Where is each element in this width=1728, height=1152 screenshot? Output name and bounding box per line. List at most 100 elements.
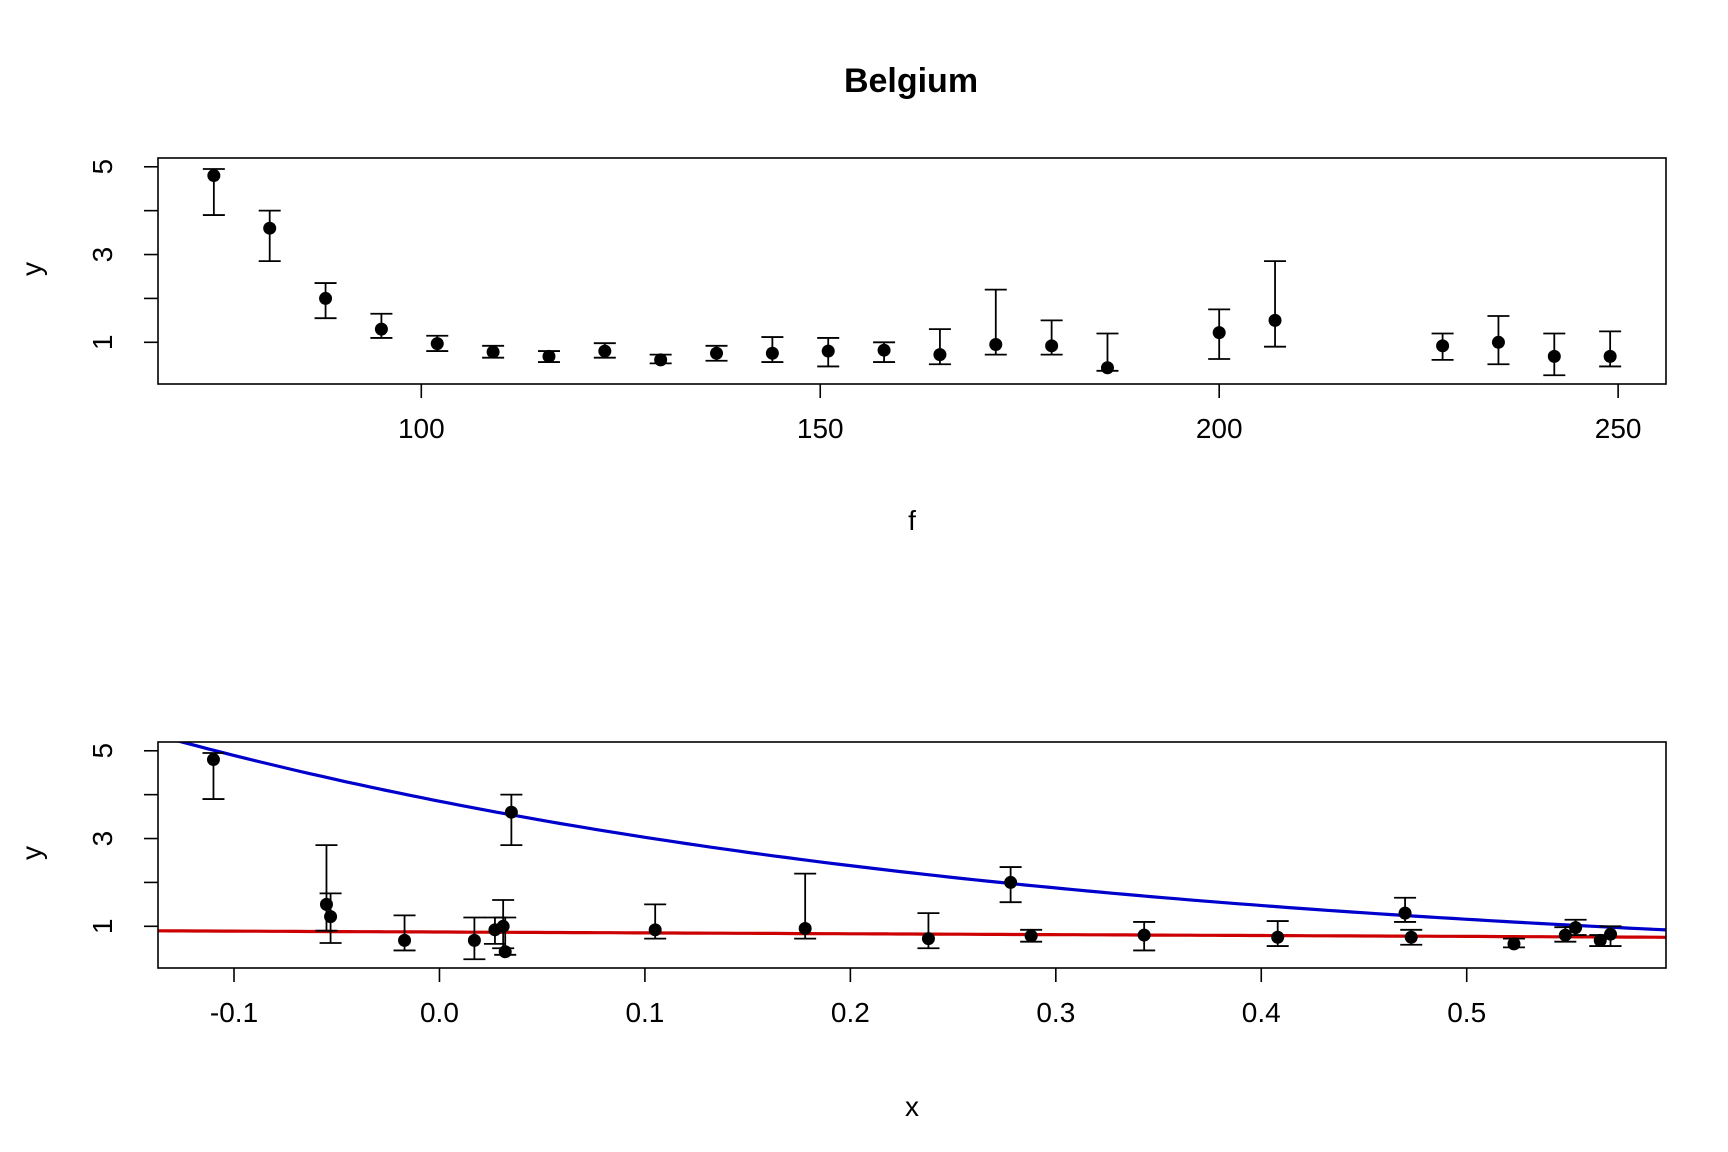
point-marker <box>654 353 668 367</box>
point-marker <box>504 805 518 819</box>
data-point <box>258 209 281 263</box>
y-tick-label: 3 <box>87 247 118 263</box>
point-marker <box>207 169 221 183</box>
data-point <box>315 844 338 932</box>
point-marker <box>263 221 277 235</box>
top-panel: Belgium f y 100 150 200 250 1 3 5 <box>16 62 1667 536</box>
data-point <box>984 288 1007 356</box>
top-plot-frame <box>157 157 1667 385</box>
point-marker <box>319 897 333 911</box>
point-marker <box>1271 930 1285 944</box>
data-point <box>492 899 515 950</box>
y-tick-label: 5 <box>87 743 118 759</box>
data-point <box>202 168 225 216</box>
point-marker <box>798 922 812 936</box>
data-point <box>463 916 486 961</box>
point-marker <box>933 348 947 362</box>
point-marker <box>498 945 512 959</box>
data-point <box>1020 928 1043 943</box>
top-x-axis-label: f <box>908 505 916 536</box>
point-marker <box>430 337 444 351</box>
x-tick-label: -0.1 <box>210 997 258 1028</box>
x-tick-label: 150 <box>797 413 844 444</box>
point-marker <box>1045 339 1059 353</box>
data-point <box>202 752 225 800</box>
bottom-y-ticks: 1 3 5 <box>87 743 158 934</box>
data-point <box>928 328 951 366</box>
point-marker <box>1398 906 1412 920</box>
point-marker <box>1100 361 1114 375</box>
data-point <box>1264 260 1287 348</box>
data-point <box>873 341 896 363</box>
y-tick-label: 1 <box>87 919 118 935</box>
bottom-curves <box>158 742 1666 939</box>
x-tick-label: 0.5 <box>1447 997 1486 1028</box>
data-point <box>1266 920 1289 947</box>
data-point <box>1040 319 1063 356</box>
chart-title: Belgium <box>844 62 978 100</box>
point-marker <box>989 338 1003 352</box>
point-marker <box>496 919 510 933</box>
data-point <box>705 344 728 362</box>
bottom-data-points <box>202 752 1622 961</box>
point-marker <box>1004 875 1018 889</box>
data-point <box>649 353 672 367</box>
point-marker <box>1212 326 1226 340</box>
bottom-panel: x y -0.1 0.0 0.1 0.2 0.3 0.4 0.5 1 3 5 <box>16 741 1667 1122</box>
top-y-axis-label: y <box>16 262 47 276</box>
data-point <box>761 336 784 363</box>
data-point <box>1502 937 1525 951</box>
bottom-x-axis-label: x <box>905 1091 919 1122</box>
top-x-ticks: 100 150 200 250 <box>398 384 1642 444</box>
x-tick-label: 250 <box>1595 413 1642 444</box>
data-point <box>817 337 840 368</box>
point-marker <box>374 322 388 336</box>
x-tick-label: 200 <box>1196 413 1243 444</box>
point-marker <box>1268 313 1282 327</box>
point-marker <box>542 349 556 363</box>
data-point <box>1400 928 1423 946</box>
data-point <box>1554 926 1577 943</box>
top-data-points <box>202 168 1622 377</box>
data-point <box>370 312 393 339</box>
point-marker <box>1404 930 1418 944</box>
point-marker <box>1558 928 1572 942</box>
data-point <box>426 334 449 352</box>
x-tick-label: 100 <box>398 413 445 444</box>
point-marker <box>486 345 500 359</box>
data-point <box>1208 308 1231 360</box>
x-tick-label: 0.3 <box>1036 997 1075 1028</box>
data-point <box>999 866 1022 904</box>
point-marker <box>877 343 891 357</box>
point-marker <box>467 933 481 947</box>
red-curve <box>158 929 1666 939</box>
data-point <box>794 872 817 940</box>
data-point <box>593 342 616 359</box>
data-point <box>1599 925 1622 947</box>
point-marker <box>1593 933 1607 947</box>
x-tick-label: 0.1 <box>625 997 664 1028</box>
x-tick-label: 0.2 <box>831 997 870 1028</box>
data-point <box>537 349 560 363</box>
data-point <box>314 282 337 320</box>
data-point <box>1096 332 1119 375</box>
data-point <box>1431 332 1454 361</box>
point-marker <box>598 344 612 358</box>
data-point <box>500 793 523 847</box>
point-marker <box>921 932 935 946</box>
data-point <box>1599 330 1622 368</box>
bottom-x-ticks: -0.1 0.0 0.1 0.2 0.3 0.4 0.5 <box>210 968 1486 1028</box>
point-marker <box>1507 937 1521 951</box>
point-marker <box>1436 339 1450 353</box>
point-marker <box>398 933 412 947</box>
point-marker <box>1137 928 1151 942</box>
y-tick-label: 5 <box>87 159 118 175</box>
data-point <box>482 344 505 359</box>
point-marker <box>765 346 779 360</box>
point-marker <box>821 344 835 358</box>
point-marker <box>1547 349 1561 363</box>
top-y-ticks: 1 3 5 <box>87 159 158 350</box>
point-marker <box>1024 929 1038 943</box>
point-marker <box>206 753 220 767</box>
